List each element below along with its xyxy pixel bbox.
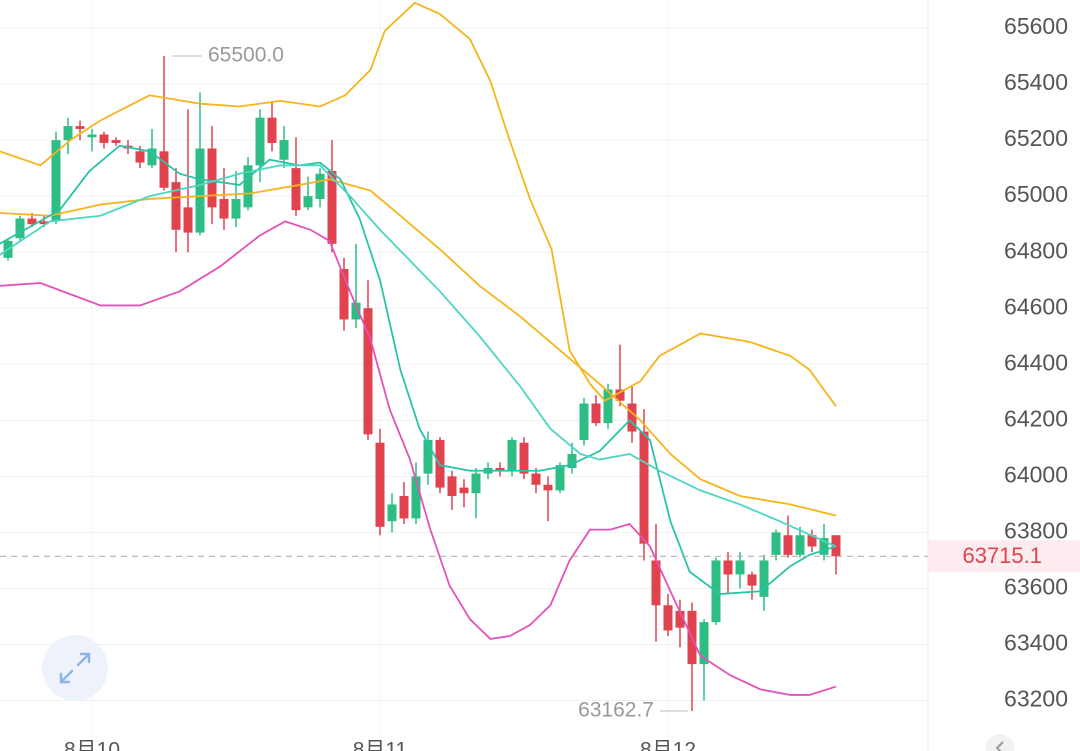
candle-body bbox=[795, 535, 805, 555]
candle-body bbox=[519, 442, 529, 474]
candle-body bbox=[495, 467, 505, 471]
candle-body bbox=[375, 442, 385, 527]
candle-body bbox=[63, 126, 73, 141]
indicator-line bbox=[0, 1, 837, 407]
candle-body bbox=[279, 140, 289, 160]
candle-body bbox=[399, 495, 409, 519]
candle-body bbox=[195, 148, 205, 233]
candle-body bbox=[699, 622, 709, 665]
candle-body bbox=[603, 389, 613, 424]
candle-body bbox=[747, 574, 757, 586]
candle-body bbox=[423, 439, 433, 474]
candle-body bbox=[627, 403, 637, 432]
candle-body bbox=[651, 560, 661, 606]
y-tick-label: 63400 bbox=[1004, 630, 1068, 656]
candle-body bbox=[387, 504, 397, 522]
candle-body bbox=[531, 473, 541, 485]
candle-body bbox=[471, 473, 481, 494]
candle-body bbox=[183, 207, 193, 233]
candle-body bbox=[255, 117, 265, 166]
candle-body bbox=[447, 476, 457, 496]
candle-body bbox=[771, 532, 781, 555]
candle-body bbox=[243, 165, 253, 208]
candle-body bbox=[735, 560, 745, 575]
candle-body bbox=[615, 389, 625, 401]
y-tick-label: 64800 bbox=[1004, 237, 1068, 263]
indicator-line bbox=[0, 164, 837, 548]
candle-body bbox=[639, 431, 649, 544]
candle-body bbox=[543, 484, 553, 491]
candle-body bbox=[291, 168, 301, 211]
y-tick-label: 63600 bbox=[1004, 574, 1068, 600]
candle-body bbox=[207, 148, 217, 208]
y-tick-label: 63200 bbox=[1004, 686, 1068, 712]
candle-body bbox=[39, 221, 49, 225]
candle-body bbox=[303, 196, 313, 208]
candle-body bbox=[783, 535, 793, 555]
candle-body bbox=[99, 134, 109, 143]
scroll-icon bbox=[995, 741, 1004, 751]
candle-body bbox=[171, 182, 181, 230]
candle-body bbox=[723, 560, 733, 575]
candle-body bbox=[351, 302, 361, 320]
candle-body bbox=[507, 439, 517, 471]
candle-body bbox=[147, 148, 157, 166]
expand-icon bbox=[59, 652, 91, 684]
x-tick-label: 8月12 bbox=[640, 739, 696, 751]
candle-body bbox=[675, 610, 685, 628]
annotation-label: 63162.7 bbox=[578, 699, 654, 722]
x-tick-label: 8月11 bbox=[353, 739, 407, 751]
candle-body bbox=[339, 269, 349, 320]
candle-body bbox=[579, 403, 589, 440]
indicator-line bbox=[0, 144, 837, 595]
candle-body bbox=[75, 126, 85, 129]
candle-body bbox=[567, 453, 577, 468]
expand-button[interactable] bbox=[42, 635, 108, 701]
candle-body bbox=[231, 198, 241, 219]
y-tick-label: 65600 bbox=[1004, 13, 1068, 39]
candle-body bbox=[807, 535, 817, 547]
candle-body bbox=[219, 198, 229, 219]
y-tick-label: 64000 bbox=[1004, 461, 1068, 487]
candle-body bbox=[363, 308, 373, 435]
candle-body bbox=[27, 218, 37, 225]
candle-body bbox=[87, 134, 97, 138]
candle-body bbox=[663, 605, 673, 631]
annotation-label: 65500.0 bbox=[208, 44, 284, 67]
y-tick-label: 65400 bbox=[1004, 69, 1068, 95]
candle-body bbox=[819, 538, 829, 555]
x-tick-label: 8月10 bbox=[64, 739, 120, 751]
candle-body bbox=[555, 465, 565, 491]
candle-body bbox=[591, 403, 601, 424]
candle-body bbox=[51, 140, 61, 222]
candle-body bbox=[327, 170, 337, 244]
candle-body bbox=[459, 487, 469, 494]
candle-body bbox=[111, 140, 121, 143]
candle-body bbox=[315, 173, 325, 199]
y-tick-label: 65200 bbox=[1004, 125, 1068, 151]
candle-body bbox=[159, 151, 169, 188]
last-price-tag bbox=[928, 540, 1080, 573]
last-price-label: 63715.1 bbox=[962, 543, 1042, 568]
y-tick-label: 63800 bbox=[1004, 518, 1068, 544]
y-tick-label: 64600 bbox=[1004, 293, 1068, 319]
y-tick-label: 64200 bbox=[1004, 405, 1068, 431]
y-tick-label: 65000 bbox=[1004, 181, 1068, 207]
candle-body bbox=[411, 476, 421, 519]
indicator-line bbox=[0, 220, 837, 696]
scroll-button[interactable] bbox=[986, 734, 1014, 751]
candle-body bbox=[135, 151, 145, 163]
candle-body bbox=[15, 218, 25, 239]
candle-body bbox=[759, 560, 769, 597]
y-tick-label: 64400 bbox=[1004, 349, 1068, 375]
candle-body bbox=[267, 117, 277, 143]
indicator-line bbox=[0, 178, 837, 517]
